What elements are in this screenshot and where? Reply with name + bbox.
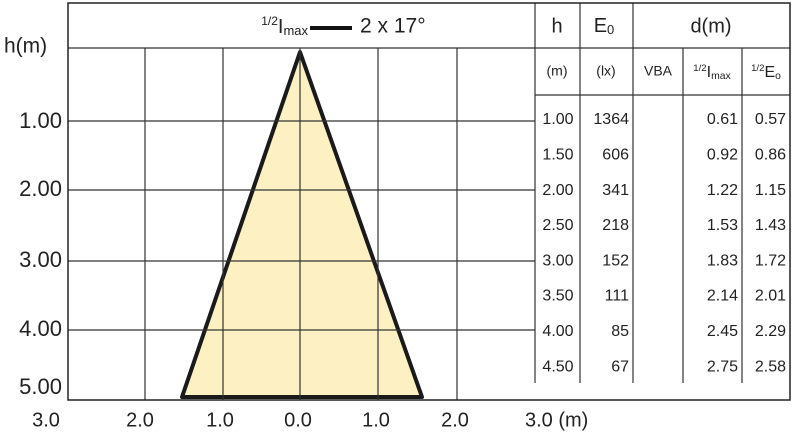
cell-half-e0: 1.43 xyxy=(755,217,786,234)
symbol: E xyxy=(594,15,607,37)
cell-half-imax: 2.75 xyxy=(707,358,738,375)
fraction: 1/2 xyxy=(261,14,278,28)
subscript: max xyxy=(711,71,731,82)
cell-h: 2.00 xyxy=(542,182,573,199)
cell-h: 3.00 xyxy=(542,252,573,269)
cell-half-e0: 1.72 xyxy=(755,252,786,269)
header-d: d(m) xyxy=(690,15,731,37)
y-tick-label: 2.00 xyxy=(19,176,62,201)
fraction: 1/2 xyxy=(751,63,764,74)
y-tick-label: 5.00 xyxy=(19,374,62,399)
x-tick-label: 0.0 xyxy=(284,409,312,431)
cell-half-e0: 2.01 xyxy=(755,288,786,305)
x-tick-label: 1.0 xyxy=(362,409,390,431)
cell-half-imax: 0.92 xyxy=(707,147,738,164)
subscript: o xyxy=(775,71,781,82)
header-e0: E0 xyxy=(594,15,615,37)
cell-half-e0: 0.57 xyxy=(755,111,786,128)
cell-half-imax: 2.14 xyxy=(707,288,738,305)
header-h: h xyxy=(551,15,562,37)
y-tick-label: 4.00 xyxy=(19,316,62,341)
cell-h: 1.50 xyxy=(542,147,573,164)
symbol: E xyxy=(764,64,775,81)
grid xyxy=(68,3,790,400)
cell-half-imax: 0.61 xyxy=(707,111,738,128)
legend-symbol: 1/2Imax xyxy=(261,14,308,38)
cell-half-imax: 1.53 xyxy=(707,217,738,234)
cell-half-e0: 1.15 xyxy=(755,182,786,199)
cell-e0: 67 xyxy=(611,358,629,375)
x-tick-label: 3.0 (m) xyxy=(525,409,588,431)
subheader-half-imax: 1/2Imax xyxy=(693,63,731,82)
cell-h: 1.00 xyxy=(542,111,573,128)
cell-e0: 341 xyxy=(602,182,629,199)
cell-e0: 1364 xyxy=(593,111,629,128)
cell-half-e0: 2.58 xyxy=(755,358,786,375)
legend-label: 2 x 17° xyxy=(360,15,426,38)
y-tick-label: 1.00 xyxy=(19,108,62,133)
cell-half-imax: 2.45 xyxy=(707,323,738,340)
cell-h: 4.50 xyxy=(542,358,573,375)
cell-e0: 85 xyxy=(611,323,629,340)
subheader-h: (m) xyxy=(547,63,568,79)
cell-e0: 152 xyxy=(602,252,629,269)
light-cone xyxy=(180,50,424,399)
labels: 1/2Imax 2 x 17°h(m)1.002.003.004.005.003.… xyxy=(4,14,786,431)
subscript: 0 xyxy=(607,22,614,37)
cell-half-imax: 1.83 xyxy=(707,252,738,269)
cell-e0: 606 xyxy=(602,147,629,164)
cell-e0: 218 xyxy=(602,217,629,234)
fraction: 1/2 xyxy=(693,63,706,74)
subheader-vba: VBA xyxy=(644,63,673,79)
y-axis-title: h(m) xyxy=(4,35,47,58)
x-tick-label: 1.0 xyxy=(206,409,234,431)
x-tick-label: 3.0 xyxy=(32,409,60,431)
subheader-half-e0: 1/2Eo xyxy=(751,63,781,82)
cell-h: 2.50 xyxy=(542,217,573,234)
cell-half-e0: 2.29 xyxy=(755,323,786,340)
cell-e0: 111 xyxy=(605,288,629,305)
x-tick-label: 2.0 xyxy=(126,409,154,431)
subheader-e0: (lx) xyxy=(596,63,615,79)
cell-half-e0: 0.86 xyxy=(755,147,786,164)
cell-half-imax: 1.22 xyxy=(707,182,738,199)
cell-h: 3.50 xyxy=(542,288,573,305)
x-tick-label: 2.0 xyxy=(441,409,469,431)
y-tick-label: 3.00 xyxy=(19,247,62,272)
symbol: I xyxy=(707,64,711,81)
frame xyxy=(67,2,791,401)
cell-h: 4.00 xyxy=(542,323,573,340)
symbol: I xyxy=(278,16,284,38)
subscript: max xyxy=(283,23,308,38)
